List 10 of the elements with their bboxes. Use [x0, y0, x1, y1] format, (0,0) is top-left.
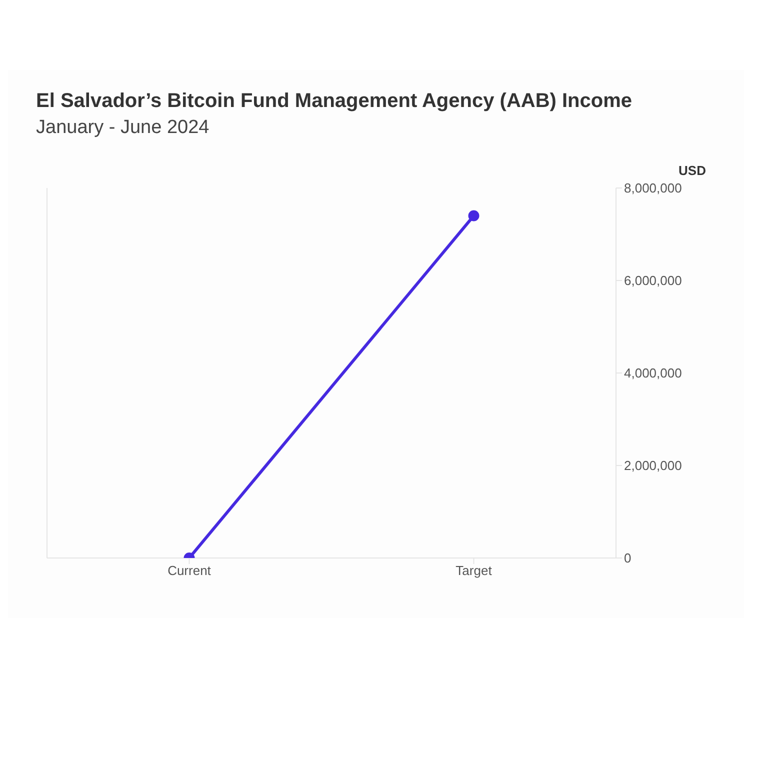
y-tick-label: 8,000,000 — [624, 180, 682, 196]
y-tick-label: 0 — [624, 550, 632, 566]
y-tick-label: 2,000,000 — [624, 458, 682, 474]
y-axis-title: USD — [678, 163, 707, 178]
chart-title: El Salvador’s Bitcoin Fund Management Agency (AAB) Income — [35, 90, 634, 113]
y-tick-label: 6,000,000 — [624, 273, 682, 288]
y-tick-label: 4,000,000 — [624, 366, 682, 381]
x-tick-label: Target — [456, 563, 492, 578]
chart-subtitle: January - June 2024 — [35, 117, 210, 139]
x-tick-label: Current — [168, 563, 212, 578]
